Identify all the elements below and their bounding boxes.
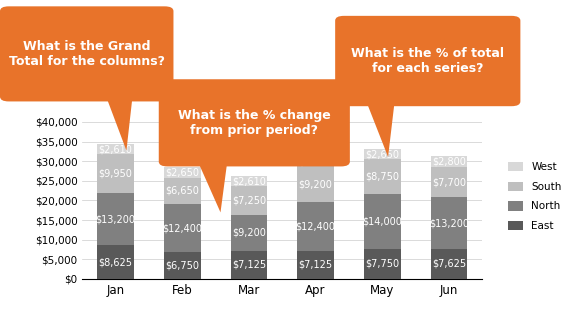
Bar [98,245,134,279]
Text: $7,125: $7,125 [299,260,333,270]
Text: $9,200: $9,200 [299,179,332,189]
Bar [98,144,134,154]
Text: $2,800: $2,800 [432,157,466,166]
Bar [430,197,467,249]
Bar [230,215,268,251]
Text: $9,950: $9,950 [99,169,132,179]
Text: $8,750: $8,750 [365,171,399,181]
Bar [364,194,400,249]
Text: $2,650: $2,650 [365,149,399,159]
Bar [230,186,268,215]
Bar [298,202,334,251]
Text: $7,700: $7,700 [432,177,466,187]
Text: $6,750: $6,750 [165,261,199,271]
Text: What is the % change
from prior period?: What is the % change from prior period? [178,109,330,137]
Bar [98,193,134,245]
Bar [164,178,201,204]
Bar [430,249,467,279]
Text: $8,625: $8,625 [99,257,133,267]
Text: $7,750: $7,750 [365,259,399,269]
Bar [364,149,400,159]
Bar [430,156,467,167]
Bar [364,159,400,194]
Text: What is the Grand
Total for the columns?: What is the Grand Total for the columns? [9,40,165,68]
Bar [430,167,467,197]
Bar [298,166,334,202]
Text: $12,400: $12,400 [162,223,202,233]
Text: $9,200: $9,200 [232,228,266,238]
Bar [98,154,134,193]
Bar [298,251,334,279]
Text: $7,250: $7,250 [232,196,266,206]
Text: $13,200: $13,200 [429,218,469,228]
Text: $2,650: $2,650 [165,167,199,178]
Text: What is the % of total
for each series?: What is the % of total for each series? [351,47,505,75]
Text: $12,400: $12,400 [296,222,336,232]
Text: $2,570: $2,570 [299,156,333,166]
Text: $13,200: $13,200 [96,214,136,224]
Text: $7,625: $7,625 [432,259,466,269]
Text: Sales by Region: Sales by Region [197,93,297,106]
Bar [364,249,400,279]
Bar [298,156,334,166]
Text: $6,650: $6,650 [165,186,199,196]
Bar [164,167,201,178]
Text: $7,125: $7,125 [232,260,266,270]
Legend: West, South, North, East: West, South, North, East [503,158,566,235]
Text: $2,610: $2,610 [99,144,132,154]
Bar [230,176,268,186]
Bar [230,251,268,279]
Text: $14,000: $14,000 [362,216,402,226]
Bar [164,252,201,279]
Bar [164,204,201,252]
Text: $2,610: $2,610 [232,176,266,186]
